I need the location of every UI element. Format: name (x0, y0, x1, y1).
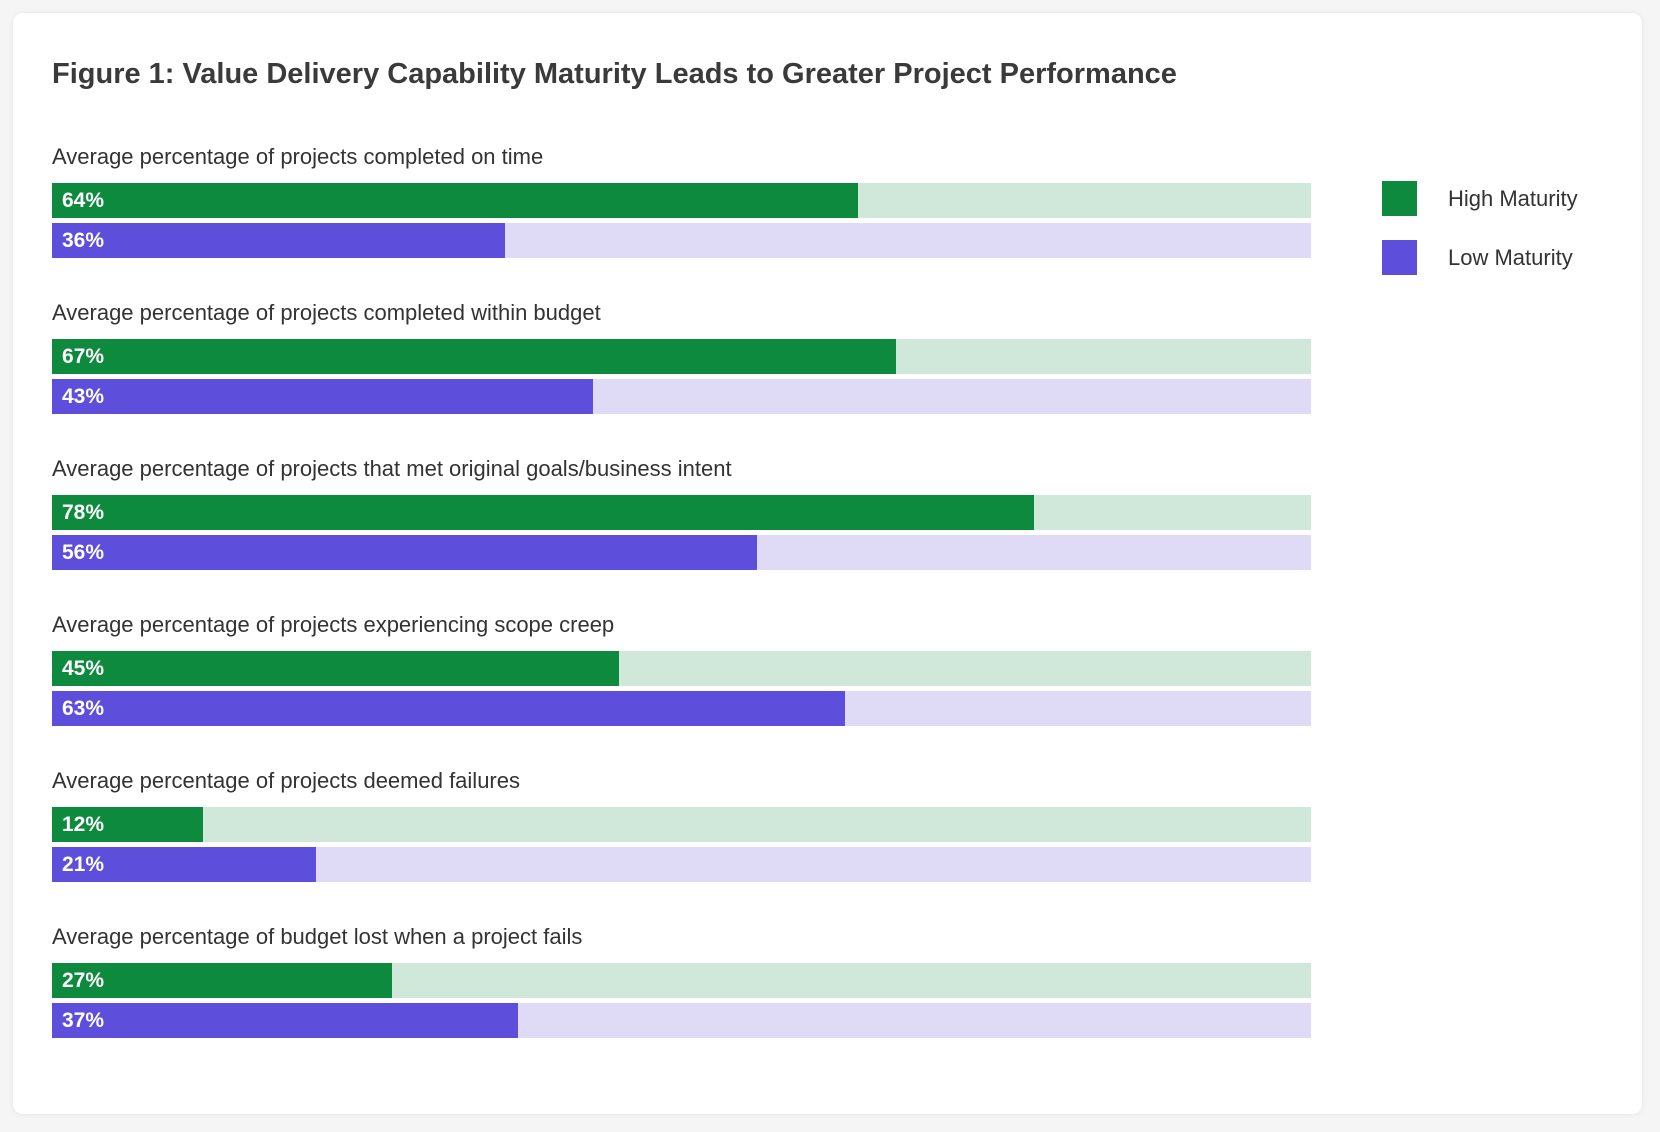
bar-track: 45% (52, 651, 1311, 686)
bar-track: 64% (52, 183, 1311, 218)
category-label: Average percentage of projects experienc… (52, 612, 615, 637)
bar-track: 43% (52, 379, 1311, 414)
bar-low-maturity (52, 535, 758, 570)
bar-high-maturity (52, 963, 392, 998)
bar-low-maturity (52, 1003, 518, 1038)
bar-track: 12% (52, 807, 1311, 842)
data-label: 56% (62, 541, 105, 564)
bar-group: Average percentage of projects completed… (52, 300, 1311, 414)
category-label: Average percentage of projects deemed fa… (52, 768, 520, 793)
bar-group: Average percentage of projects completed… (52, 144, 1311, 258)
data-label: 67% (62, 345, 105, 368)
bar-track: 63% (52, 691, 1311, 726)
bar-group: Average percentage of projects deemed fa… (52, 768, 1311, 882)
bar-group: Average percentage of budget lost when a… (52, 924, 1311, 1038)
legend-label-low: Low Maturity (1448, 244, 1573, 270)
data-label: 78% (62, 501, 105, 524)
data-label: 12% (62, 813, 105, 836)
data-label: 37% (62, 1009, 105, 1032)
bar-high-maturity (52, 183, 858, 218)
bar-track: 56% (52, 535, 1311, 570)
bar-track: 78% (52, 495, 1311, 530)
bar-high-maturity (52, 807, 204, 842)
data-label: 21% (62, 853, 105, 876)
bar-low-maturity (52, 847, 317, 882)
data-label: 27% (62, 969, 105, 992)
bar-low-maturity (52, 379, 594, 414)
category-label: Average percentage of projects completed… (52, 144, 544, 169)
data-label: 64% (62, 189, 105, 212)
category-label: Average percentage of projects that met … (52, 456, 732, 481)
bar-group: Average percentage of projects experienc… (52, 612, 1311, 726)
bar-high-maturity (52, 339, 896, 374)
bar-track: 36% (52, 223, 1311, 258)
legend-label-high: High Maturity (1448, 185, 1578, 211)
legend-item-low-maturity: Low Maturity (1382, 240, 1578, 275)
bar-track: 27% (52, 963, 1311, 998)
chart-title: Figure 1: Value Delivery Capability Matu… (52, 58, 1177, 90)
data-label: 63% (62, 697, 105, 720)
bar-track: 21% (52, 847, 1311, 882)
bar-low-maturity (52, 691, 846, 726)
data-label: 43% (62, 385, 105, 408)
bar-group: Average percentage of projects that met … (52, 456, 1311, 570)
bar-track: 67% (52, 339, 1311, 374)
legend-swatch-high (1382, 181, 1417, 216)
bar-track: 37% (52, 1003, 1311, 1038)
category-label: Average percentage of projects completed… (52, 300, 601, 325)
legend-item-high-maturity: High Maturity (1382, 181, 1578, 216)
data-label: 36% (62, 229, 105, 252)
bar-high-maturity (52, 495, 1035, 530)
category-label: Average percentage of budget lost when a… (52, 924, 583, 949)
legend: High Maturity Low Maturity (1382, 181, 1578, 299)
bar-high-maturity (52, 651, 619, 686)
legend-swatch-low (1382, 240, 1417, 275)
data-label: 45% (62, 657, 105, 680)
bar-low-maturity (52, 223, 506, 258)
